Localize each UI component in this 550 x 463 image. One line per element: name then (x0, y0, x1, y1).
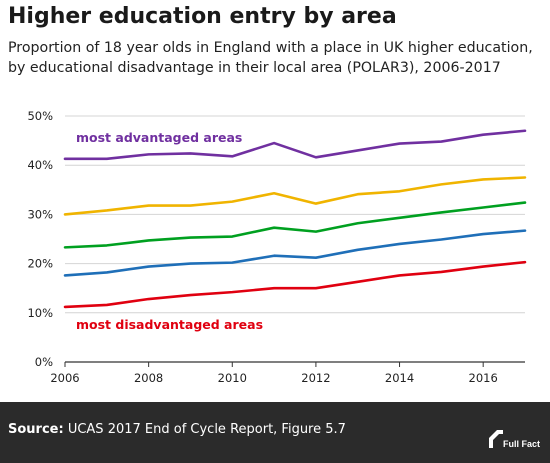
logo-text: Full Fact (503, 439, 541, 449)
source-prefix: Source: (8, 422, 64, 437)
x-tick-label: 2008 (134, 371, 163, 385)
series-label-most-disadvantaged: most disadvantaged areas (76, 317, 263, 332)
full-fact-logo-icon (489, 430, 503, 448)
source-note: Source: UCAS 2017 End of Cycle Report, F… (8, 422, 346, 437)
x-tick-label: 2012 (301, 371, 330, 385)
series-lines (63, 129, 527, 309)
series-line-3 (63, 229, 527, 277)
series-line-0 (63, 129, 527, 161)
x-axis-ticks: 2006 2008 2010 2012 2014 2016 (50, 362, 498, 385)
y-tick-label: 50% (27, 109, 53, 123)
series-line-2 (63, 201, 527, 249)
full-fact-logo: Full Fact (487, 428, 543, 454)
x-tick-label: 2010 (218, 371, 247, 385)
footer-bar: Source: UCAS 2017 End of Cycle Report, F… (0, 402, 550, 463)
chart-subtitle: Proportion of 18 year olds in England wi… (8, 40, 533, 76)
x-tick-label: 2006 (50, 371, 79, 385)
series-labels: most advantaged areas most disadvantaged … (76, 130, 263, 332)
y-tick-label: 20% (27, 257, 53, 271)
chart-title: Higher education entry by area (8, 4, 397, 29)
y-tick-label: 30% (27, 207, 53, 221)
y-tick-label: 0% (35, 355, 53, 369)
series-line-1 (63, 176, 527, 216)
x-tick-label: 2014 (385, 371, 414, 385)
line-chart: 0%10%20%30%40%50% 2006 2008 2010 2012 2014 20… (27, 109, 527, 385)
series-line-4 (63, 260, 527, 309)
series-label-most-advantaged: most advantaged areas (76, 130, 242, 145)
gridlines (65, 115, 525, 363)
source-text: UCAS 2017 End of Cycle Report, Figure 5.… (63, 422, 346, 437)
y-tick-label: 40% (27, 158, 53, 172)
y-axis-ticks: 0% 10% 20% 30% 40% 50% (27, 109, 53, 369)
y-tick-label: 10% (27, 306, 53, 320)
x-tick-label: 2016 (469, 371, 498, 385)
